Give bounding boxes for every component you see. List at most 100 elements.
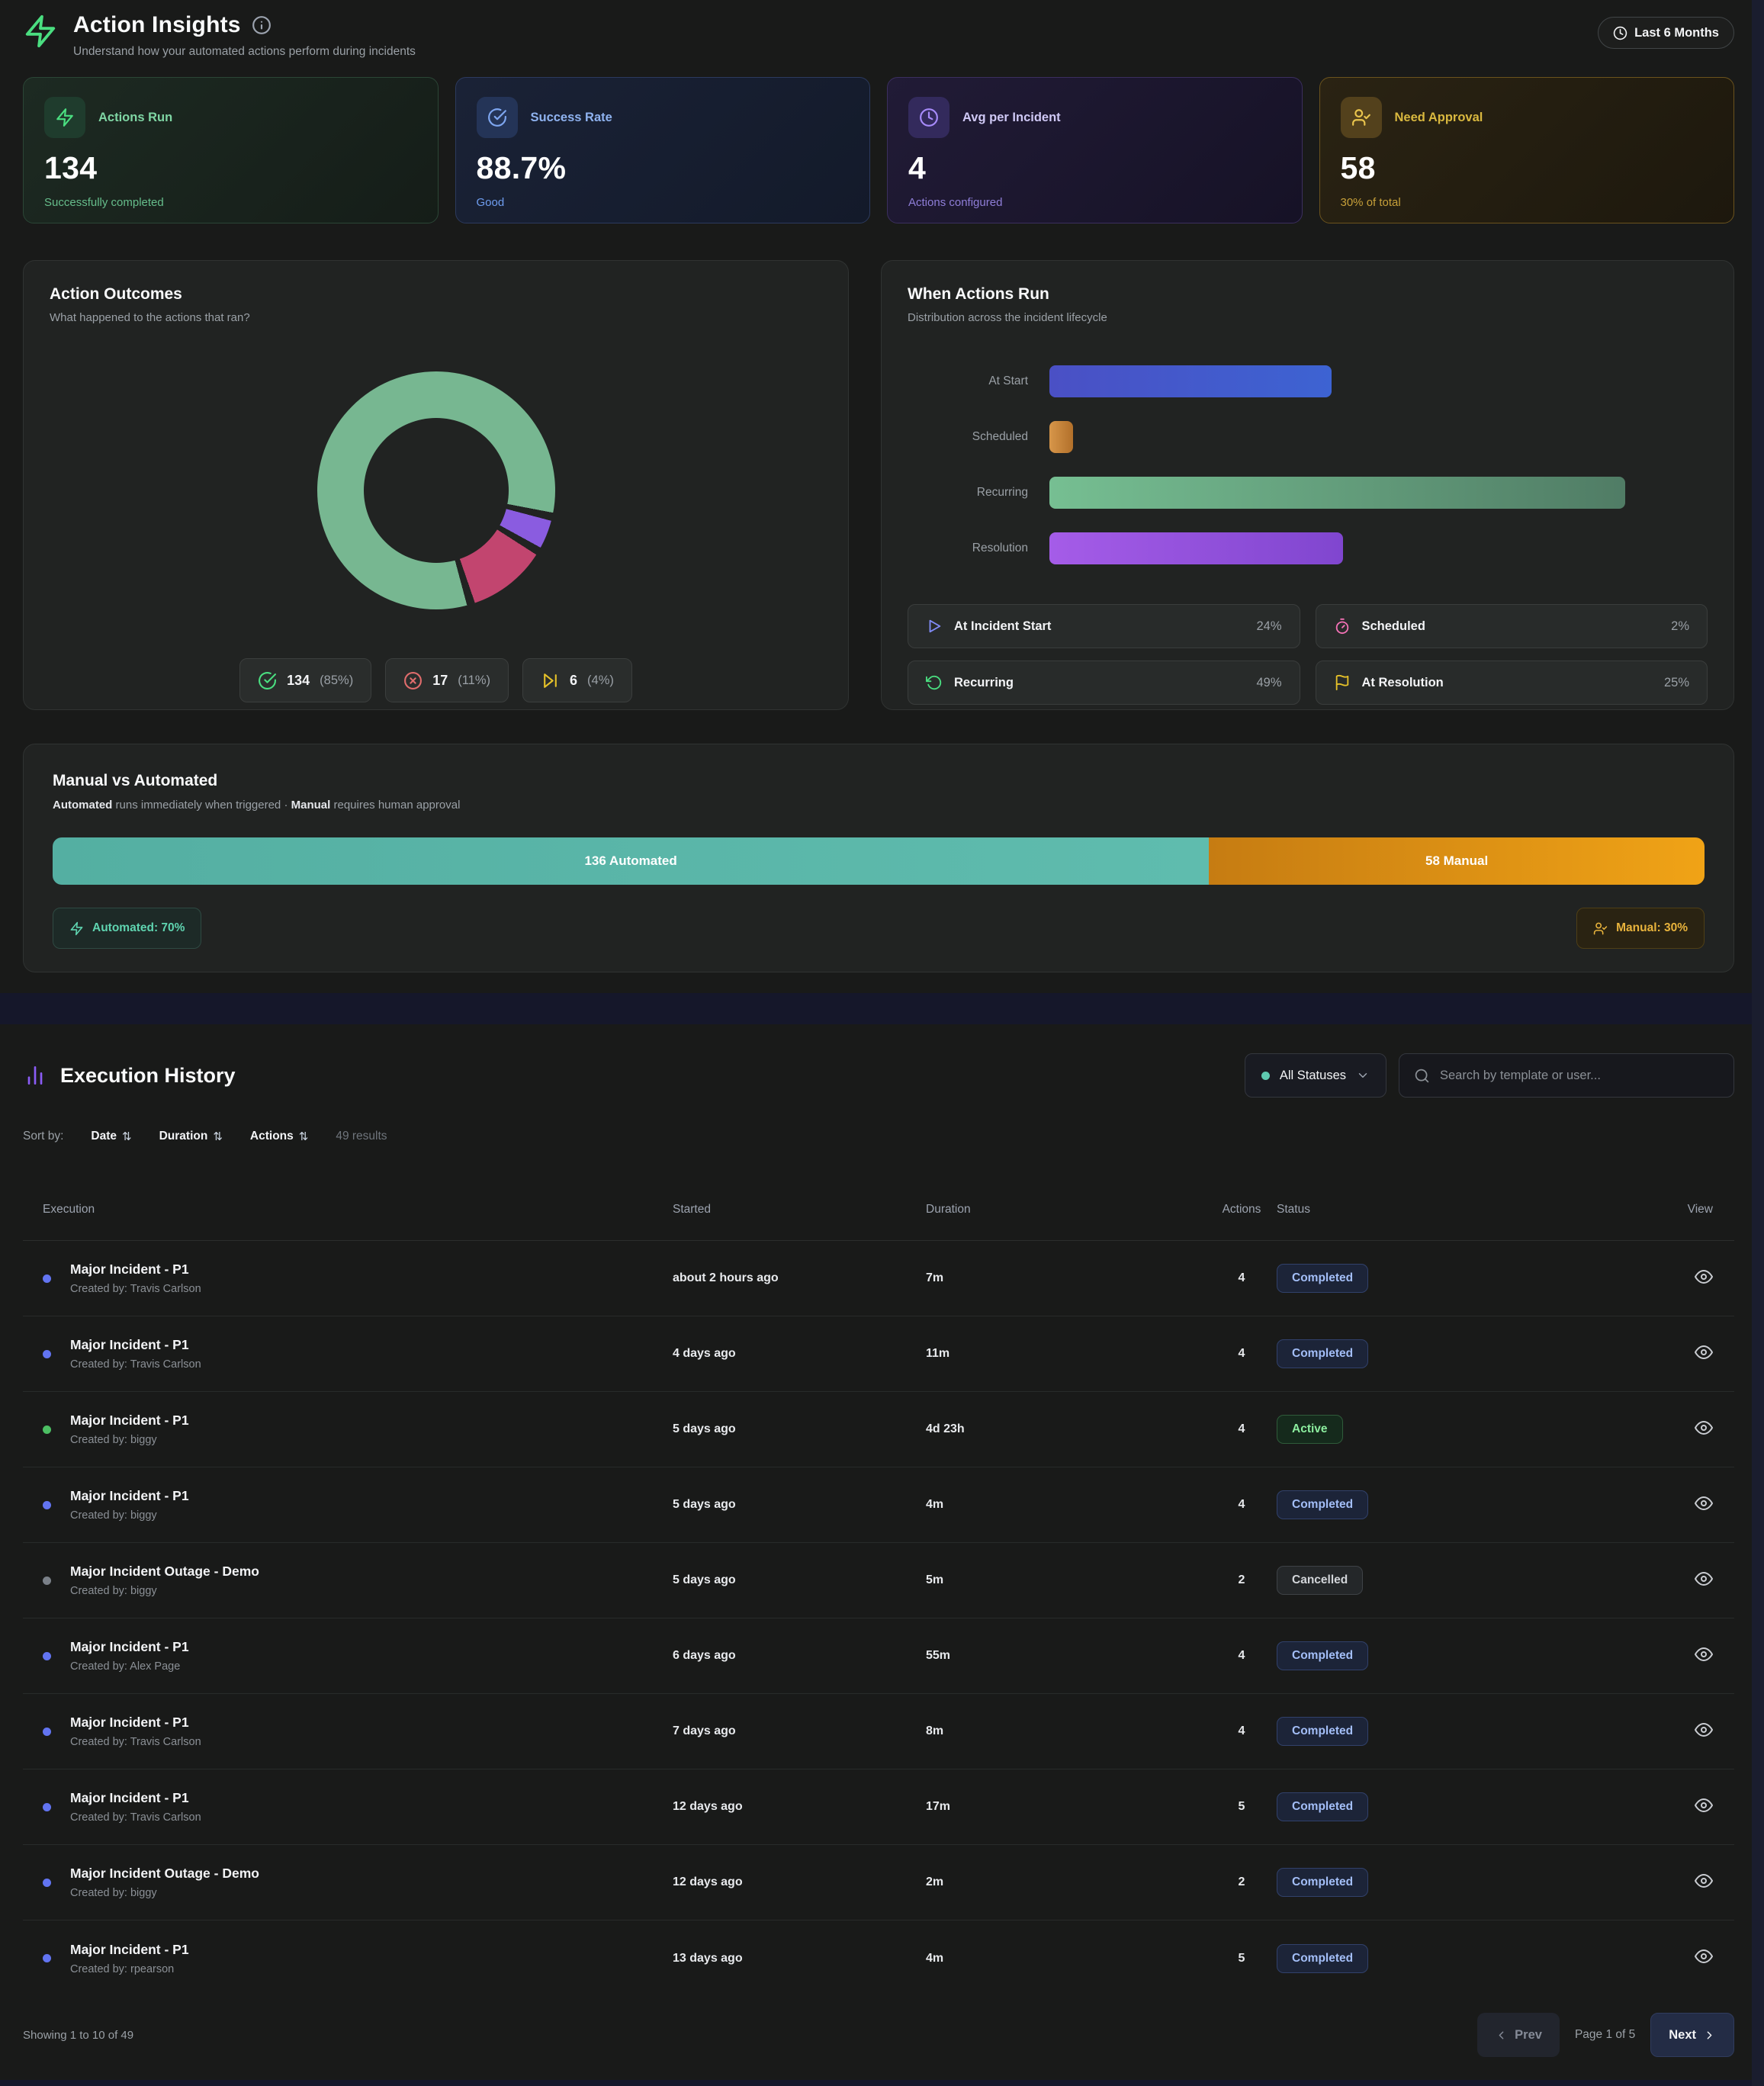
showing-count: Showing 1 to 10 of 49 (23, 2028, 134, 2042)
execution-text: Major Incident Outage - Demo Created by: … (70, 1866, 259, 1899)
check-circle-icon (258, 671, 277, 690)
table-row[interactable]: Major Incident - P1 Created by: Travis Ca… (23, 1769, 1734, 1845)
x-circle-icon (403, 671, 423, 690)
panel-subtitle: Distribution across the incident lifecyc… (908, 311, 1107, 324)
table-row[interactable]: Major Incident - P1 Created by: biggy 5 da… (23, 1392, 1734, 1467)
manual-segment-label: 58 Manual (1425, 853, 1489, 868)
stat-sub: Actions configured (908, 196, 1003, 209)
col-status: Status (1277, 1202, 1310, 1216)
stat-sub: Good (476, 196, 505, 209)
status-cell: Completed (1277, 1792, 1603, 1821)
legend-pct: 2% (1671, 619, 1689, 633)
duration-cell: 17m (926, 1800, 951, 1813)
actions-cell: 5 (1238, 1800, 1245, 1813)
eye-icon[interactable] (1695, 1268, 1713, 1286)
eye-icon[interactable] (1695, 1872, 1713, 1890)
eye-icon[interactable] (1695, 1419, 1713, 1437)
view-cell (1695, 1268, 1734, 1290)
eye-icon[interactable] (1695, 1947, 1713, 1965)
status-badge: Completed (1277, 1490, 1369, 1519)
eye-icon[interactable] (1695, 1494, 1713, 1512)
sort-duration-button[interactable]: Duration ⇅ (159, 1130, 223, 1143)
status-filter-dropdown[interactable]: All Statuses (1244, 1053, 1386, 1098)
sort-arrows-icon: ⇅ (213, 1130, 223, 1143)
manual-chip-label: Manual: 30% (1616, 921, 1688, 934)
sort-date-button[interactable]: Date ⇅ (91, 1130, 132, 1143)
clock-icon (908, 97, 949, 138)
execution-cell: Major Incident - P1 Created by: Travis Ca… (23, 1715, 673, 1748)
chevron-down-icon (1356, 1069, 1370, 1082)
execution-title: Major Incident - P1 (70, 1488, 189, 1503)
table-row[interactable]: Major Incident - P1 Created by: rpearson 1… (23, 1920, 1734, 1996)
bar-label: Recurring (976, 486, 1028, 499)
duration-cell: 4m (926, 1951, 944, 1965)
duration-cell: 2m (926, 1875, 944, 1888)
eye-icon[interactable] (1695, 1796, 1713, 1814)
legend-chip-scheduled: Scheduled 2% (1315, 604, 1708, 648)
results-count: 49 results (336, 1130, 387, 1143)
search-box (1399, 1053, 1734, 1098)
duration-cell: 4d 23h (926, 1422, 965, 1435)
search-input[interactable] (1440, 1068, 1719, 1083)
started-cell: 6 days ago (673, 1649, 736, 1662)
started-cell: 5 days ago (673, 1573, 736, 1586)
user-check-icon (1340, 97, 1382, 138)
status-badge: Cancelled (1277, 1566, 1364, 1595)
panel-title: Action Outcomes (50, 285, 182, 303)
rotate-ccw-icon (926, 674, 943, 691)
eye-icon[interactable] (1695, 1721, 1713, 1739)
legend-value: 6 (570, 672, 578, 688)
legend-value: 134 (287, 672, 310, 688)
table-row[interactable]: Major Incident - P1 Created by: Travis Ca… (23, 1694, 1734, 1769)
panel-subtitle: Automated runs immediately when triggere… (53, 799, 461, 812)
panel-title: When Actions Run (908, 285, 1049, 303)
eye-icon[interactable] (1695, 1645, 1713, 1663)
time-range-pill[interactable]: Last 6 Months (1598, 17, 1734, 49)
stat-card-need-approval: Need Approval 58 30% of total (1319, 77, 1734, 223)
execution-title: Major Incident - P1 (70, 1715, 189, 1730)
status-badge: Completed (1277, 1264, 1369, 1293)
eye-icon[interactable] (1695, 1343, 1713, 1361)
execution-creator: Created by: Travis Carlson (70, 1736, 201, 1748)
bar-at-start (1049, 365, 1332, 397)
table-row[interactable]: Major Incident Outage - Demo Created by: … (23, 1845, 1734, 1920)
status-cell: Completed (1277, 1868, 1603, 1897)
actions-cell: 4 (1238, 1271, 1245, 1284)
actions-cell: 4 (1238, 1347, 1245, 1360)
execution-text: Major Incident - P1 Created by: Travis Ca… (70, 1337, 201, 1371)
zap-icon (44, 97, 85, 138)
execution-creator: Created by: biggy (70, 1585, 157, 1597)
page-indicator: Page 1 of 5 (1574, 2028, 1636, 2041)
execution-cell: Major Incident - P1 Created by: Travis Ca… (23, 1262, 673, 1295)
view-cell (1695, 1494, 1734, 1516)
started-cell: 4 days ago (673, 1347, 736, 1360)
table-row[interactable]: Major Incident - P1 Created by: Alex Page… (23, 1618, 1734, 1694)
execution-creator: Created by: rpearson (70, 1962, 175, 1975)
actions-cell: 5 (1238, 1951, 1245, 1965)
action-outcomes-panel: Action Outcomes What happened to the act… (23, 260, 849, 710)
automated-segment-label: 136 Automated (584, 853, 677, 868)
table-row[interactable]: Major Incident - P1 Created by: biggy 5 da… (23, 1467, 1734, 1543)
stat-sub: Successfully completed (44, 196, 164, 209)
view-cell (1695, 1570, 1734, 1592)
legend-chip-skipped: 6 (4%) (522, 658, 632, 702)
table-row[interactable]: Major Incident - P1 Created by: Travis Ca… (23, 1241, 1734, 1316)
prev-button[interactable]: Prev (1477, 2013, 1560, 2057)
page-header: Action Insights Understand how your auto… (23, 0, 1734, 59)
table-row[interactable]: Major Incident - P1 Created by: Travis Ca… (23, 1316, 1734, 1392)
bar-label: At Start (988, 374, 1028, 387)
scrollbar[interactable] (1752, 0, 1764, 2086)
bottom-band (0, 2080, 1752, 2086)
status-cell: Completed (1277, 1264, 1603, 1293)
info-icon[interactable] (252, 15, 272, 35)
sort-actions-button[interactable]: Actions ⇅ (249, 1130, 309, 1143)
execution-creator: Created by: Alex Page (70, 1660, 181, 1673)
execution-cell: Major Incident - P1 Created by: biggy (23, 1488, 673, 1522)
execution-cell: Major Incident - P1 Created by: Travis Ca… (23, 1337, 673, 1371)
execution-cell: Major Incident - P1 Created by: Travis Ca… (23, 1790, 673, 1824)
next-button[interactable]: Next (1650, 2013, 1734, 2057)
eye-icon[interactable] (1695, 1570, 1713, 1588)
table-row[interactable]: Major Incident Outage - Demo Created by: … (23, 1543, 1734, 1618)
status-dot (43, 1274, 51, 1283)
zap-icon (23, 14, 58, 59)
